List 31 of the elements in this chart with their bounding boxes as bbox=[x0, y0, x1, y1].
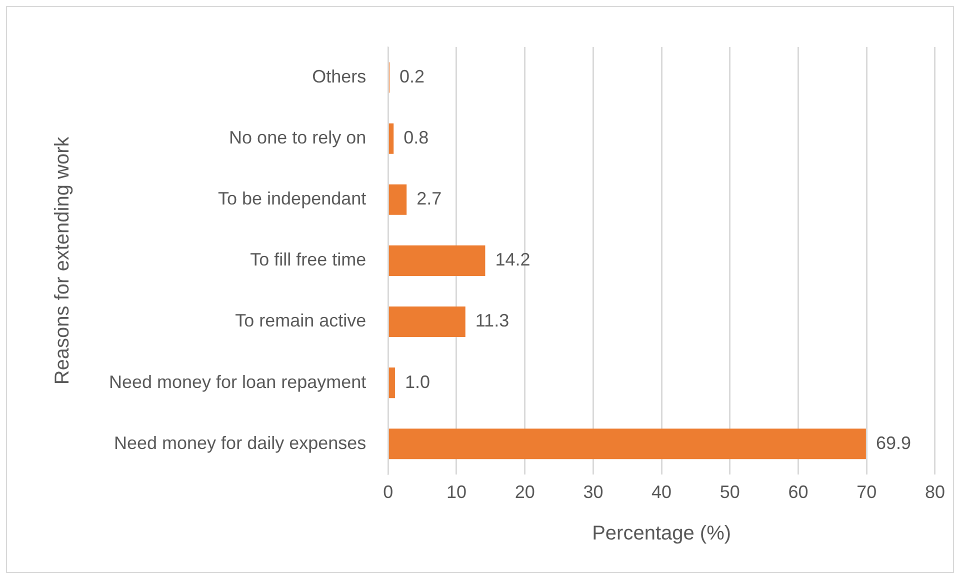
bar bbox=[388, 428, 866, 460]
bar bbox=[388, 245, 486, 276]
x-tick-label: 20 bbox=[514, 482, 535, 502]
x-axis-title: Percentage (%) bbox=[592, 522, 732, 545]
bar bbox=[388, 184, 407, 215]
y-axis-title: Reasons for extending work bbox=[52, 136, 74, 385]
y-tick-label: To remain active bbox=[235, 310, 366, 331]
y-tick-label: Need money for loan repayment bbox=[108, 372, 366, 392]
x-tick-label: 60 bbox=[788, 482, 808, 502]
y-tick-label: Need money for daily expenses bbox=[114, 432, 366, 453]
x-tick-label: 0 bbox=[383, 482, 394, 502]
y-tick-label: To fill free time bbox=[250, 250, 366, 270]
data-label: 69.9 bbox=[876, 432, 911, 453]
x-tick-label: 50 bbox=[720, 482, 740, 502]
x-tick-label: 70 bbox=[856, 482, 877, 502]
bar bbox=[388, 306, 466, 338]
bar bbox=[388, 123, 394, 154]
data-label: 14.2 bbox=[495, 250, 530, 270]
y-tick-label: Others bbox=[312, 66, 366, 86]
x-tick-label: 10 bbox=[446, 482, 467, 502]
x-tick-label: 80 bbox=[924, 482, 946, 502]
y-tick-label: No one to rely on bbox=[229, 128, 366, 148]
x-tick-label: 40 bbox=[652, 482, 672, 502]
data-label: 11.3 bbox=[475, 310, 510, 331]
bar bbox=[388, 368, 395, 398]
data-label: 0.2 bbox=[400, 66, 425, 86]
y-tick-label: To be independant bbox=[218, 188, 366, 209]
data-label: 2.7 bbox=[416, 188, 442, 209]
data-label: 1.0 bbox=[404, 372, 430, 392]
data-label: 0.8 bbox=[404, 128, 429, 148]
x-tick-label: 30 bbox=[583, 482, 604, 502]
